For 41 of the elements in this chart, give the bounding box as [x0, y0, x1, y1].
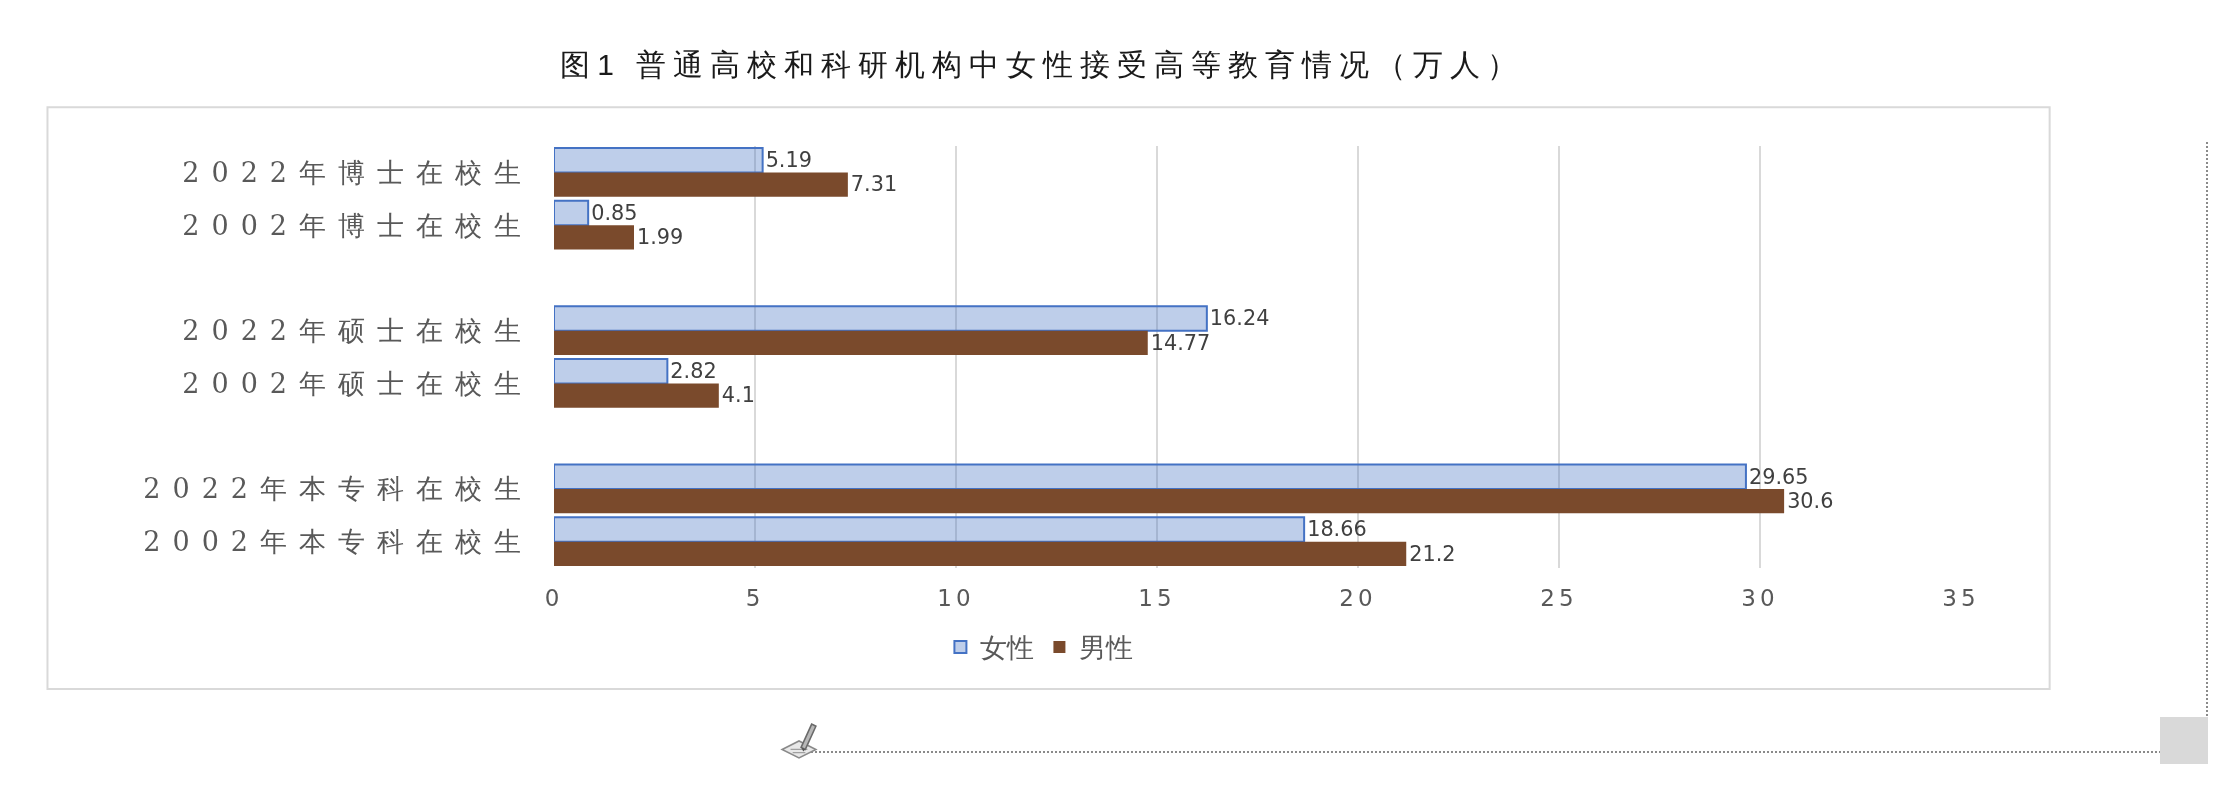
bar — [554, 199, 590, 227]
data-label: 29.65 — [1748, 464, 1809, 489]
x-tick-label: 20 — [1339, 585, 1377, 611]
legend-label: 男性 — [1079, 632, 1134, 664]
y-tick-label: 2022年博士在校生 — [182, 156, 533, 188]
x-tick-label: 25 — [1540, 585, 1578, 611]
bar — [554, 305, 1208, 332]
bar — [554, 541, 1407, 566]
x-tick-label: 0 — [544, 585, 564, 611]
bar — [554, 358, 669, 385]
y-tick-label: 2002年博士在校生 — [182, 209, 533, 241]
x-tick-label: 15 — [1138, 585, 1176, 611]
bar — [554, 225, 634, 250]
y-tick-label: 2022年硕士在校生 — [182, 315, 533, 347]
bar — [554, 147, 764, 174]
bar — [554, 172, 848, 197]
data-label: 5.19 — [765, 148, 812, 173]
bar — [554, 463, 1747, 490]
data-label: 7.31 — [850, 172, 898, 197]
data-label: 0.85 — [591, 200, 638, 225]
x-tick-label: 30 — [1741, 585, 1779, 611]
data-label: 14.77 — [1150, 330, 1211, 355]
data-label: 21.2 — [1409, 541, 1456, 566]
bar — [554, 488, 1785, 514]
x-tick-label: 35 — [1942, 585, 1980, 611]
x-tick-label: 10 — [937, 585, 975, 611]
bar — [554, 330, 1148, 355]
x-tick-label: 5 — [745, 585, 765, 611]
y-tick-label: 2002年本专科在校生 — [143, 526, 533, 558]
data-label: 2.82 — [670, 359, 717, 384]
data-label: 4.1 — [721, 383, 755, 408]
legend-label: 女性 — [980, 632, 1035, 664]
bar — [554, 516, 1306, 543]
y-tick-label: 2002年硕士在校生 — [182, 367, 533, 399]
data-label: 16.24 — [1209, 306, 1270, 331]
data-label: 18.66 — [1307, 517, 1367, 542]
bar — [554, 383, 719, 408]
chart-title: 图1 普通高校和科研机构中女性接受高等教育情况（万人） — [560, 47, 1525, 81]
data-label: 30.6 — [1787, 488, 1834, 513]
y-tick-label: 2022年本专科在校生 — [143, 473, 533, 505]
data-label: 1.99 — [637, 225, 684, 250]
